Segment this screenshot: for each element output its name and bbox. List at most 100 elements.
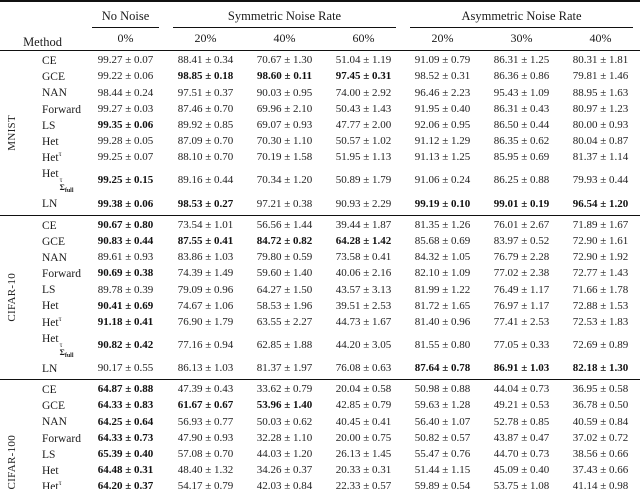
table-row: LN 99.38 ± 0.06 98.53 ± 0.27 97.21 ± 0.38 90… [0,196,640,215]
group-header-no-noise-label: No Noise [92,9,160,28]
value-cell: 53.75 ± 1.08 [493,480,550,489]
group-header-row: Method No Noise Symmetric Noise Rate Asy… [0,1,640,51]
method-cell: Het [25,463,85,479]
value-cell: 41.14 ± 0.98 [572,480,629,489]
method-name: GCE [42,400,65,413]
value-cell: 50.89 ± 1.79 [335,174,392,187]
method-superscript-subscript: τ Σfull [59,177,74,195]
col-header-0pct: 0% [85,28,167,51]
value-cell: 38.56 ± 0.66 [572,448,629,461]
value-cell: 90.83 ± 0.44 [97,234,154,247]
method-cell: Hetτ [25,150,85,166]
value-cell: 86.31 ± 1.25 [493,54,550,67]
value-cell: 79.80 ± 0.59 [256,251,313,264]
table-row: NAN 64.25 ± 0.64 56.93 ± 0.77 50.03 ± 0.62 4… [0,414,640,430]
value-cell: 86.35 ± 0.62 [493,135,550,148]
value-cell: 89.16 ± 0.44 [177,174,234,187]
dataset-label: CIFAR-100 [0,380,25,489]
block-cifar-100: CIFAR-100 CE 64.87 ± 0.88 47.39 ± 0.43 33.62… [0,379,640,489]
value-cell: 43.57 ± 3.13 [335,283,392,296]
method-name: CE [42,219,57,232]
table-row: Het 99.28 ± 0.05 87.09 ± 0.70 70.30 ± 1.10 5… [0,134,640,150]
value-cell: 34.26 ± 0.37 [256,464,313,477]
value-cell: 39.51 ± 2.53 [335,299,392,312]
value-cell: 72.90 ± 1.92 [572,251,629,264]
method-cell: Het [25,134,85,150]
table-row: LN 90.17 ± 0.55 86.13 ± 1.03 81.37 ± 1.97 76… [0,361,640,380]
method-superscript: τ [58,149,62,159]
value-cell: 99.38 ± 0.06 [97,197,154,210]
value-cell: 79.09 ± 0.96 [177,283,234,296]
value-cell: 97.21 ± 0.38 [256,197,313,210]
method-cell: CE [25,380,85,399]
value-cell: 89.92 ± 0.85 [177,119,234,132]
value-cell: 59.63 ± 1.28 [414,399,471,412]
block-cifar-10: CIFAR-10 CE 90.67 ± 0.80 73.54 ± 1.01 56.56 … [0,215,640,380]
value-cell: 70.30 ± 1.10 [256,135,313,148]
method-name: NAN [42,87,67,100]
value-cell: 80.97 ± 1.23 [572,102,629,115]
method-name: CE [42,55,57,67]
method-name: Het [42,316,59,329]
value-cell: 37.02 ± 0.72 [572,431,629,444]
value-cell: 73.54 ± 1.01 [177,218,234,231]
block-mnist: MNIST CE 99.27 ± 0.07 88.41 ± 0.34 70.67 ± 1… [0,51,640,216]
method-subscript: Σfull [59,183,74,195]
value-cell: 88.41 ± 0.34 [177,54,234,67]
value-cell: 82.18 ± 1.30 [572,362,629,375]
table-row: Het τ Σfull 99.25 ± 0.15 89.16 ± 0.44 70.34 ±… [0,166,640,196]
table-row: NAN 98.44 ± 0.24 97.51 ± 0.37 90.03 ± 0.95 7… [0,85,640,101]
value-cell: 40.45 ± 0.41 [335,415,392,428]
value-cell: 83.97 ± 0.52 [493,234,550,247]
method-cell: NAN [25,85,85,101]
value-cell: 56.56 ± 1.44 [256,218,313,231]
value-cell: 47.39 ± 0.43 [177,383,234,396]
method-cell: Hetτ [25,315,85,331]
value-cell: 80.04 ± 0.87 [572,135,629,148]
value-cell: 44.20 ± 3.05 [335,338,392,351]
value-cell: 90.69 ± 0.38 [97,267,154,280]
value-cell: 98.53 ± 0.27 [177,197,234,210]
method-name: Het [42,152,59,165]
value-cell: 51.04 ± 1.19 [335,54,392,67]
value-cell: 71.89 ± 1.67 [572,218,629,231]
method-cell: NAN [25,250,85,266]
method-name: Het [42,300,59,313]
value-cell: 77.02 ± 2.38 [493,267,550,280]
table-row: Hetτ 91.18 ± 0.41 76.90 ± 1.79 63.55 ± 2.27… [0,315,640,331]
dataset-label-text: CIFAR-10 [5,273,18,322]
value-cell: 72.53 ± 1.83 [572,315,629,328]
value-cell: 52.78 ± 0.85 [493,415,550,428]
table-row: GCE 64.33 ± 0.83 61.67 ± 0.67 53.96 ± 1.40 4… [0,398,640,414]
value-cell: 99.22 ± 0.06 [97,70,154,83]
value-cell: 81.37 ± 1.97 [256,362,313,375]
value-cell: 39.44 ± 1.87 [335,218,392,231]
value-cell: 57.08 ± 0.70 [177,448,234,461]
value-cell: 33.62 ± 0.79 [256,383,313,396]
method-cell: LS [25,282,85,298]
value-cell: 26.13 ± 1.45 [335,448,392,461]
value-cell: 99.19 ± 0.10 [414,197,471,210]
value-cell: 53.96 ± 1.40 [256,399,313,412]
method-cell: NAN [25,414,85,430]
value-cell: 87.46 ± 0.70 [177,102,234,115]
value-cell: 97.51 ± 0.37 [177,86,234,99]
value-cell: 69.96 ± 2.10 [256,102,313,115]
method-cell: Het τ Σfull [25,166,85,196]
value-cell: 76.97 ± 1.17 [493,299,550,312]
table-row: Het τ Σfull 90.82 ± 0.42 77.16 ± 0.94 62.85 ±… [0,331,640,361]
value-cell: 80.31 ± 1.81 [572,54,629,67]
value-cell: 56.40 ± 1.07 [414,415,471,428]
value-cell: 76.08 ± 0.63 [335,362,392,375]
value-cell: 64.33 ± 0.83 [97,399,154,412]
value-cell: 69.07 ± 0.93 [256,119,313,132]
method-cell: Forward [25,266,85,282]
value-cell: 64.20 ± 0.37 [97,480,154,489]
value-cell: 56.93 ± 0.77 [177,415,234,428]
value-cell: 74.67 ± 1.06 [177,299,234,312]
value-cell: 99.35 ± 0.06 [97,119,154,132]
value-cell: 90.82 ± 0.42 [97,338,154,351]
value-cell: 91.12 ± 1.29 [414,135,471,148]
table-row: GCE 90.83 ± 0.44 87.55 ± 0.41 84.72 ± 0.82 6… [0,234,640,250]
